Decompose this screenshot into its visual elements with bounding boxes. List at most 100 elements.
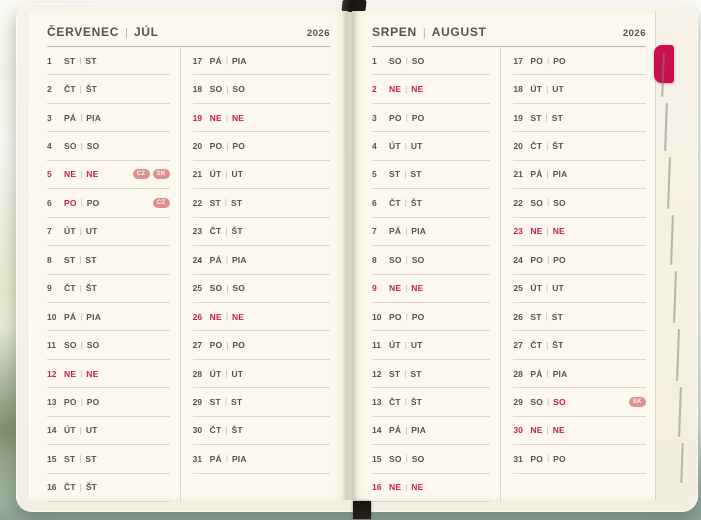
day-number: 29: [192, 396, 203, 407]
page-edge-mark: [664, 102, 668, 152]
day-abbr-sk: NE: [86, 368, 99, 379]
day-abbr-cz: SO: [209, 283, 223, 294]
day-abbr-sk: ST: [85, 254, 97, 265]
day-number: 13: [372, 396, 382, 407]
day-separator: |: [225, 56, 228, 66]
day-abbr-sk: SO: [86, 340, 100, 351]
day-number: 10: [47, 311, 57, 322]
day-abbr-cz: NE: [209, 311, 222, 322]
day-separator: |: [225, 255, 228, 265]
day-abbr-sk: UT: [231, 169, 244, 180]
day-abbr-sk: ŠT: [410, 197, 423, 208]
day-abbr-sk: ST: [85, 453, 97, 464]
day-number: 9: [372, 283, 377, 294]
day-abbr-cz: ST: [389, 169, 401, 180]
day-row-27: 27 PO | PO: [192, 331, 330, 360]
day-number: 15: [47, 453, 57, 464]
day-number: 25: [513, 283, 523, 294]
year-label: 2026: [622, 28, 646, 39]
day-abbr-cz: NE: [64, 368, 77, 379]
day-abbr-sk: SO: [232, 283, 246, 294]
day-row-16: 16 NE | NE: [372, 474, 491, 502]
day-row-15: 15 SO | SO: [372, 445, 491, 474]
day-row-12: 12 NE | NE: [47, 360, 170, 389]
day-number: 21: [513, 169, 523, 180]
day-number: 11: [47, 340, 56, 351]
page-edge-mark: [670, 214, 674, 266]
day-separator: |: [79, 283, 82, 293]
day-number: 8: [47, 254, 52, 265]
day-row-22: 22 ST | ST: [192, 189, 330, 218]
day-abbr-sk: UT: [231, 368, 244, 379]
day-separator: |: [226, 283, 229, 293]
day-abbr-cz: SO: [389, 453, 402, 464]
day-separator: |: [405, 113, 408, 123]
day-row-5: 5 NE | NE CZ SK: [47, 161, 170, 190]
day-number: 2: [47, 84, 52, 95]
planner-book: ČERVENEC | JÚL 2026 1 ST | ST 2 ČT | ŠT 3 PÁ | PIA 4…: [16, 0, 698, 519]
day-number: 26: [513, 311, 523, 322]
day-abbr-cz: ÚT: [530, 84, 543, 95]
day-number: 7: [47, 226, 52, 237]
day-separator: |: [405, 454, 408, 464]
day-abbr-sk: PO: [411, 112, 425, 123]
day-abbr-cz: ČT: [209, 226, 222, 237]
day-row-16: 16 ČT | ŠT: [47, 474, 170, 502]
day-number: 27: [192, 340, 203, 351]
day-separator: |: [546, 425, 549, 435]
day-separator: |: [404, 169, 407, 179]
day-number: 19: [513, 112, 523, 123]
day-row-6: 6 ČT | ŠT: [372, 189, 491, 218]
day-row-8: 8 ST | ST: [47, 246, 170, 275]
day-separator: |: [80, 169, 83, 179]
day-abbr-sk: PO: [86, 197, 100, 208]
day-row-30: 30 ČT | ŠT: [192, 417, 330, 446]
day-abbr-sk: PO: [411, 311, 425, 322]
day-abbr-cz: NE: [389, 84, 402, 95]
day-abbr-sk: PO: [553, 254, 566, 265]
day-abbr-cz: NE: [389, 482, 402, 493]
day-abbr-cz: PO: [209, 340, 223, 351]
day-abbr-cz: PO: [64, 197, 77, 208]
day-abbr-cz: ÚT: [64, 425, 76, 436]
day-row-3: 3 PÁ | PIA: [47, 104, 170, 133]
day-abbr-cz: ÚT: [389, 141, 401, 152]
day-abbr-sk: PO: [86, 396, 100, 407]
day-abbr-sk: NE: [231, 311, 245, 322]
day-row-12: 12 ST | ST: [372, 360, 491, 389]
day-number: 16: [372, 482, 382, 493]
day-row-24: 24 PÁ | PIA: [192, 246, 330, 275]
day-abbr-cz: PÁ: [64, 311, 77, 322]
day-separator: |: [225, 425, 228, 435]
day-abbr-sk: ŠT: [85, 482, 98, 493]
day-row-10: 10 PO | PO: [372, 303, 491, 332]
day-separator: |: [224, 198, 227, 208]
day-number: 18: [192, 84, 203, 95]
day-separator: |: [404, 198, 407, 208]
day-abbr-sk: UT: [410, 340, 423, 351]
day-row-31: 31 PO | PO: [513, 445, 646, 474]
day-separator: |: [226, 141, 229, 151]
day-separator: |: [405, 226, 408, 236]
day-abbr-cz: NE: [530, 425, 543, 436]
day-abbr-sk: PIA: [231, 55, 247, 66]
day-number: 12: [372, 368, 382, 379]
day-number: 14: [47, 425, 57, 436]
day-separator: |: [405, 482, 408, 492]
day-separator: |: [225, 113, 228, 123]
page-edge-mark: [680, 442, 684, 484]
day-row-28: 28 ÚT | UT: [192, 360, 330, 389]
day-row-2: 2 ČT | ŠT: [47, 75, 170, 104]
day-row-20: 20 ČT | ŠT: [513, 132, 646, 161]
day-row-14: 14 ÚT | UT: [47, 417, 170, 446]
day-abbr-sk: ST: [551, 112, 563, 123]
day-abbr-sk: ST: [551, 311, 563, 322]
day-abbr-sk: ST: [410, 368, 422, 379]
day-abbr-sk: SO: [553, 197, 566, 208]
day-abbr-sk: PIA: [552, 169, 568, 180]
day-number: 7: [372, 226, 377, 237]
page-edge-mark: [667, 156, 671, 210]
day-number: 22: [513, 197, 523, 208]
day-number: 17: [192, 55, 203, 66]
day-row-29: 29 SO | SO SK: [513, 388, 646, 417]
